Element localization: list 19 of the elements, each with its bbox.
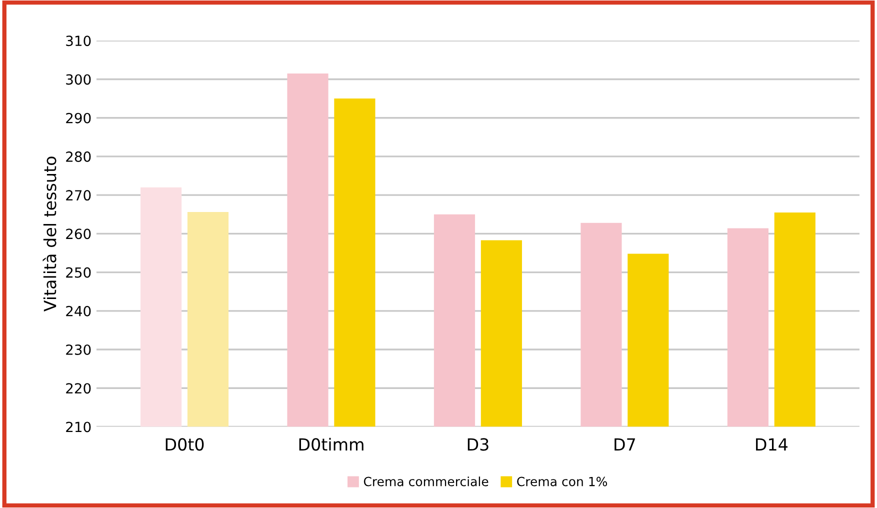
y-tick-label: 260 (66, 228, 91, 240)
y-tick-label: 300 (66, 74, 91, 85)
y-tick-label: 210 (66, 422, 91, 432)
x-tick-label: D3 (468, 438, 488, 451)
y-tick-label: 240 (66, 306, 91, 316)
y-tick-label: 270 (66, 190, 91, 201)
x-tick-label: D7 (614, 438, 635, 450)
y-axis-title: Vitalità del tessuto (42, 156, 56, 312)
x-tick-label: D14 (756, 438, 788, 450)
y-tick-label: 250 (66, 267, 91, 278)
x-tick-label: D0timm (299, 438, 364, 451)
y-tick-label: 230 (66, 344, 91, 355)
y-tick-label: 290 (66, 112, 91, 124)
legend-label: Crema commerciale (364, 476, 488, 486)
y-tick-label: 220 (66, 383, 91, 394)
legend-label: Crema con 1% (517, 476, 608, 486)
y-tick-label: 280 (66, 151, 91, 162)
y-tick-label: 310 (66, 36, 91, 46)
x-tick-label: D0t0 (166, 438, 204, 451)
